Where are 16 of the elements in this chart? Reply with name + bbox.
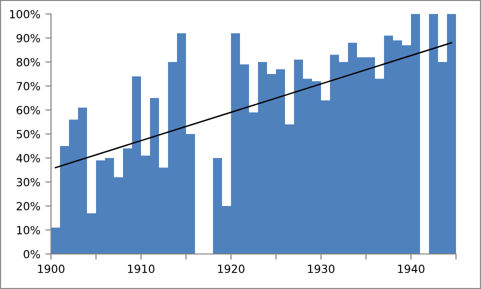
y-tick-label: 60% [16,106,40,114]
y-tick-label: 20% [16,202,40,210]
y-tick-label: 40% [16,154,40,162]
y-tick-label: 50% [16,130,40,138]
x-tick-label: 1920 [218,264,244,274]
y-tick-label: 10% [17,226,40,234]
y-tick-label: 30% [16,178,40,186]
y-tick-label: 100% [10,10,40,18]
y-tick-label: 80% [16,58,40,66]
x-tick-label: 1940 [398,264,424,274]
x-tick-label: 1930 [308,264,334,274]
x-tick-label: 1900 [38,264,64,274]
x-tick-label: 1910 [128,264,154,274]
y-tick-label: 70% [16,82,40,90]
y-tick-label: 0% [24,250,40,258]
y-tick-label: 90% [16,34,40,42]
